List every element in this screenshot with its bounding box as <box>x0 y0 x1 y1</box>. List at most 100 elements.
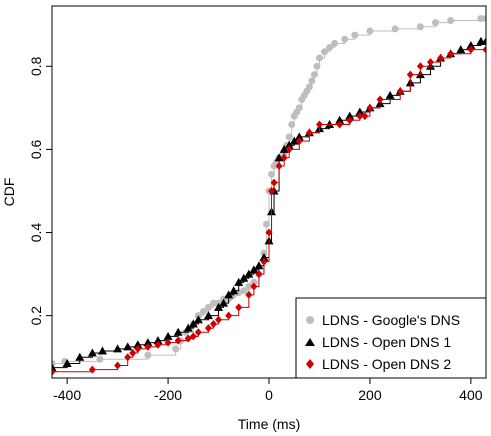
legend-label-opendns2: LDNS - Open DNS 2 <box>322 356 451 372</box>
data-point <box>174 336 182 345</box>
data-point <box>209 319 217 328</box>
data-point <box>466 40 476 49</box>
data-point <box>391 25 399 33</box>
data-point <box>173 327 183 336</box>
data-point <box>345 111 355 120</box>
data-point <box>254 261 264 270</box>
data-point <box>432 19 440 27</box>
data-point <box>123 342 133 351</box>
x-tick-label: -400 <box>53 387 81 403</box>
data-point <box>274 153 284 162</box>
data-point <box>225 311 233 320</box>
data-point <box>172 345 180 353</box>
data-point <box>199 307 207 315</box>
data-point <box>437 53 445 62</box>
data-point <box>265 228 273 237</box>
data-point <box>285 133 293 141</box>
series-2 <box>52 45 486 376</box>
data-point <box>188 319 198 328</box>
data-point <box>262 220 270 228</box>
data-point <box>204 324 212 333</box>
x-axis-title: Time (ms) <box>238 416 300 432</box>
data-point <box>305 83 313 91</box>
data-point <box>96 355 104 363</box>
data-point <box>289 136 299 145</box>
data-point <box>396 87 404 96</box>
data-point <box>366 103 374 112</box>
data-point <box>224 290 234 299</box>
legend-marker-diamond <box>306 359 314 369</box>
data-point <box>310 71 318 79</box>
data-point <box>209 299 217 307</box>
data-point <box>268 186 276 195</box>
data-point <box>129 349 137 358</box>
data-point <box>321 48 329 56</box>
data-point <box>477 14 485 22</box>
data-point <box>250 278 258 286</box>
data-point <box>260 257 268 266</box>
data-point <box>75 352 85 361</box>
legend-entry-opendns1: LDNS - Open DNS 1 <box>305 334 451 350</box>
data-point <box>268 170 276 178</box>
y-tick-label: 0.2 <box>28 306 44 326</box>
data-point <box>295 137 303 146</box>
legend-label-opendns1: LDNS - Open DNS 1 <box>322 334 451 350</box>
data-point <box>255 270 263 279</box>
series-layer <box>52 14 486 376</box>
data-point <box>284 140 294 149</box>
data-point <box>426 58 434 67</box>
data-point <box>245 283 253 291</box>
data-point <box>189 332 197 341</box>
data-point <box>447 49 455 58</box>
data-point <box>275 162 283 171</box>
data-point <box>97 346 107 355</box>
data-point <box>366 27 374 35</box>
data-point <box>163 331 173 340</box>
y-tick-label: 0.8 <box>28 56 44 76</box>
data-point <box>62 358 72 367</box>
data-point <box>164 338 172 347</box>
legend-marker-triangle <box>305 338 315 346</box>
data-point <box>144 342 152 351</box>
data-point <box>87 348 97 357</box>
data-point <box>114 361 122 370</box>
y-tick-label: 0.6 <box>28 139 44 159</box>
data-point <box>193 315 203 324</box>
data-point <box>356 112 364 121</box>
data-point <box>133 340 143 349</box>
data-point <box>259 252 269 261</box>
data-point <box>143 338 153 347</box>
x-tick-label: -200 <box>154 387 182 403</box>
data-point <box>346 116 354 125</box>
data-point <box>481 36 486 45</box>
data-point <box>288 120 296 128</box>
data-point <box>336 120 344 129</box>
data-point <box>456 45 466 54</box>
data-point <box>215 315 223 324</box>
data-point <box>295 104 303 112</box>
data-point <box>203 311 213 320</box>
data-point <box>331 39 339 47</box>
data-point <box>249 265 259 274</box>
x-axis: -400 -200 0 200 400 <box>53 378 483 403</box>
y-axis: 0.2 0.4 0.6 0.8 <box>28 56 52 325</box>
data-point <box>315 120 323 129</box>
data-point <box>239 273 249 282</box>
legend-label-google: LDNS - Google's DNS <box>322 312 460 328</box>
data-point <box>235 303 243 312</box>
x-tick-label: 200 <box>358 387 382 403</box>
data-point <box>124 353 132 362</box>
data-point <box>88 365 96 374</box>
data-point <box>416 62 424 71</box>
data-point <box>308 77 316 85</box>
data-point <box>52 367 56 376</box>
data-point <box>285 145 293 154</box>
data-point <box>234 277 244 286</box>
data-point <box>482 14 486 22</box>
legend: LDNS - Google's DNS LDNS - Open DNS 1 LD… <box>295 297 487 379</box>
data-point <box>113 344 123 353</box>
data-point <box>305 128 313 137</box>
data-point <box>144 351 152 359</box>
data-point <box>406 70 414 79</box>
